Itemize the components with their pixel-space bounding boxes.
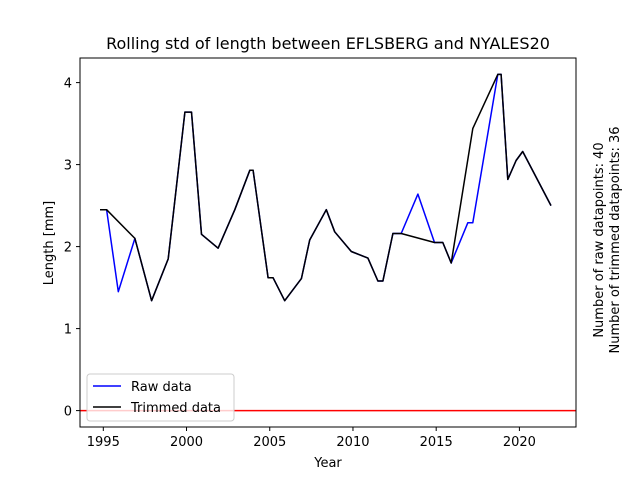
y-axis-label: Length [mm] <box>42 201 57 285</box>
x-tick-label: 2000 <box>170 435 203 450</box>
x-tick-label: 2020 <box>503 435 536 450</box>
y-tick-label: 3 <box>64 159 72 174</box>
legend-trimmed-label: Trimmed data <box>130 401 221 416</box>
x-tick-label: 2005 <box>253 435 286 450</box>
y-tick-label: 0 <box>64 405 72 420</box>
axes-frame <box>79 57 577 428</box>
x-tick-label: 2010 <box>336 435 369 450</box>
y-tick-label: 4 <box>64 77 72 92</box>
trimmed-data-line <box>100 73 552 302</box>
legend: Raw data Trimmed data <box>86 373 235 422</box>
y-axis-ticks: 0 1 2 3 4 <box>64 77 80 420</box>
x-axis-label: Year <box>313 456 342 471</box>
y-tick-label: 1 <box>64 323 72 338</box>
y-tick-label: 2 <box>64 241 72 256</box>
chart-title: Rolling std of length between EFLSBERG a… <box>106 34 550 53</box>
x-tick-label: 2015 <box>420 435 453 450</box>
legend-raw-label: Raw data <box>131 380 192 395</box>
x-tick-label: 1995 <box>87 435 120 450</box>
raw-datapoints-count: Number of raw datapoints: 40 <box>592 142 607 337</box>
trimmed-datapoints-count: Number of trimmed datapoints: 36 <box>608 126 623 353</box>
legend-box <box>86 373 235 422</box>
x-axis-ticks: 1995 2000 2005 2010 2015 2020 <box>87 427 536 450</box>
